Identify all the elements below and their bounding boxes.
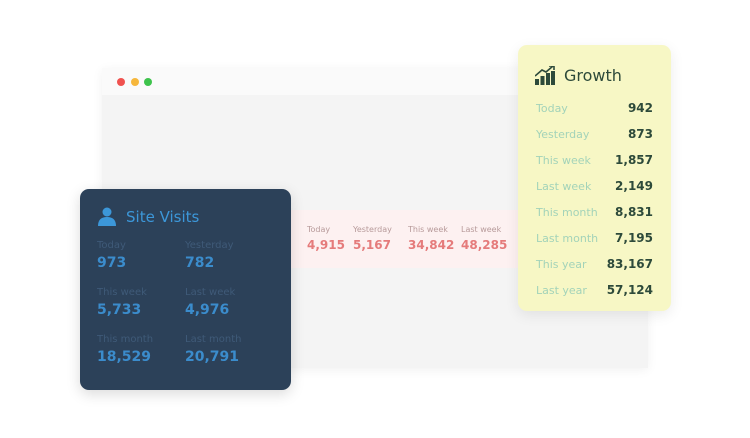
row-value: 942 (627, 101, 653, 115)
visits-stat: This month 18,529 (97, 334, 153, 365)
strip-stat-this-week: This week 34,842 (408, 225, 454, 252)
stat-value: 5,733 (97, 302, 142, 318)
growth-row: Yesterday 873 (536, 127, 653, 141)
stat-value: 973 (97, 255, 127, 271)
visits-stat: Last month 20,791 (185, 334, 241, 365)
growth-row: This year 83,167 (536, 257, 653, 271)
row-label: Last month (536, 231, 599, 245)
stat-value: 34,842 (408, 238, 455, 252)
close-dot-icon[interactable] (117, 78, 125, 86)
card-title: Site Visits (126, 208, 200, 226)
row-value: 1,857 (615, 153, 653, 167)
maximize-dot-icon[interactable] (144, 78, 152, 86)
row-label: Last year (536, 283, 587, 297)
growth-row: Last year 57,124 (536, 283, 653, 297)
stats-strip: Today 4,915 Yesterday 5,167 This week 34,84… (290, 210, 520, 268)
row-label: This month (536, 205, 598, 219)
card-title: Growth (564, 66, 622, 85)
stat-label: Last week (185, 287, 236, 298)
row-value: 83,167 (606, 257, 653, 271)
stat-value: 48,285 (461, 238, 508, 252)
visits-stat: Last week 4,976 (185, 287, 235, 318)
stat-label: Today (307, 225, 331, 234)
row-label: Last week (536, 179, 592, 193)
growth-row: Today 942 (536, 101, 653, 115)
strip-stat-last-week: Last week 48,285 (461, 225, 507, 252)
visits-stat: Today 973 (97, 240, 126, 271)
growth-row: Last month 7,195 (536, 231, 653, 245)
strip-stat-today: Today 4,915 (307, 225, 345, 252)
row-value: 8,831 (615, 205, 653, 219)
stat-label: Last week (461, 225, 502, 234)
row-label: This week (536, 153, 591, 167)
stat-value: 5,167 (353, 238, 391, 252)
user-icon (98, 207, 116, 226)
row-label: Today (536, 101, 568, 115)
stat-label: Yesterday (185, 240, 234, 251)
stat-value: 4,976 (185, 302, 230, 318)
growth-card: Growth Today 942 Yesterday 873 This week 1,… (518, 45, 671, 311)
stat-label: This month (97, 334, 154, 345)
row-value: 7,195 (615, 231, 653, 245)
strip-stat-yesterday: Yesterday 5,167 (353, 225, 392, 252)
growth-row: This month 8,831 (536, 205, 653, 219)
visits-stat: This week 5,733 (97, 287, 147, 318)
minimize-dot-icon[interactable] (131, 78, 139, 86)
stat-value: 782 (185, 255, 215, 271)
row-value: 873 (627, 127, 653, 141)
visits-stat: Yesterday 782 (185, 240, 234, 271)
row-value: 57,124 (606, 283, 653, 297)
stat-value: 4,915 (307, 238, 345, 252)
row-label: This year (536, 257, 587, 271)
growth-row: Last week 2,149 (536, 179, 653, 193)
stat-label: Yesterday (353, 225, 392, 234)
row-value: 2,149 (615, 179, 653, 193)
row-label: Yesterday (536, 127, 590, 141)
stat-label: This week (97, 287, 147, 298)
growth-row: This week 1,857 (536, 153, 653, 167)
stat-label: Last month (185, 334, 242, 345)
stat-value: 20,791 (185, 349, 240, 365)
site-visits-card: Site Visits Today 973 Yesterday 782 This w… (80, 189, 291, 390)
stat-value: 18,529 (97, 349, 152, 365)
stat-label: This week (408, 225, 448, 234)
stat-label: Today (97, 240, 126, 251)
growth-chart-icon (535, 66, 555, 85)
